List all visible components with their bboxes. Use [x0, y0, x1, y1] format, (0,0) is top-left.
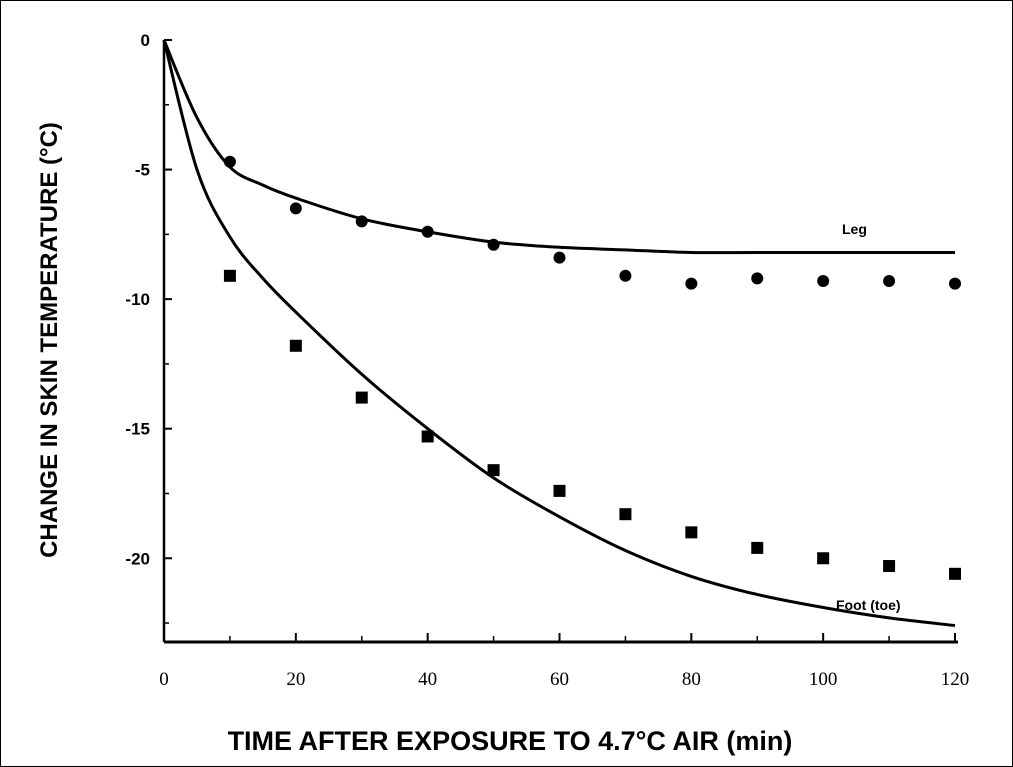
- series-label-leg: Leg: [842, 221, 867, 237]
- x-tick-label: 120: [941, 669, 970, 690]
- data-point-foot: [421, 430, 434, 443]
- x-axis-label: TIME AFTER EXPOSURE TO 4.7°C AIR (min): [228, 726, 793, 756]
- x-tick-label: 0: [159, 669, 169, 690]
- data-point-leg: [685, 277, 698, 290]
- fit-curve-foot: [162, 39, 956, 628]
- data-point-foot: [685, 526, 698, 539]
- data-point-foot: [487, 464, 500, 477]
- data-point-leg: [421, 225, 434, 238]
- data-point-foot: [817, 552, 830, 565]
- data-point-leg: [355, 215, 368, 228]
- x-tick-label: 40: [418, 669, 437, 690]
- data-point-foot: [553, 484, 566, 497]
- fit-curve-leg: [162, 39, 955, 255]
- data-point-foot: [619, 508, 632, 521]
- series-label-foot: Foot (toe): [836, 597, 901, 613]
- data-point-foot: [289, 339, 302, 352]
- data-point-foot: [883, 560, 896, 573]
- data-point-foot: [751, 541, 764, 554]
- data-point-leg: [883, 274, 896, 287]
- data-point-leg: [487, 238, 500, 251]
- data-point-leg: [553, 251, 566, 264]
- y-tick-label: -15: [125, 420, 150, 439]
- x-tick-label: 20: [286, 669, 305, 690]
- y-tick-label: -10: [125, 290, 150, 309]
- y-axis-label: CHANGE IN SKIN TEMPERATURE (°C): [36, 122, 63, 558]
- data-point-leg: [949, 277, 961, 290]
- x-tick-label: 60: [550, 669, 569, 690]
- data-point-leg: [619, 269, 632, 282]
- x-tick-label: 100: [809, 669, 838, 690]
- data-point-leg: [289, 202, 302, 215]
- data-point-foot: [355, 391, 368, 404]
- data-point-leg: [223, 155, 236, 168]
- y-tick-label: -20: [125, 549, 150, 568]
- data-point-foot: [949, 567, 961, 580]
- data-point-leg: [751, 272, 764, 285]
- y-tick-label: -5: [135, 161, 150, 180]
- y-tick-label: 0: [141, 31, 150, 50]
- data-point-foot: [223, 269, 236, 282]
- x-tick-label: 80: [682, 669, 701, 690]
- data-point-leg: [817, 274, 830, 287]
